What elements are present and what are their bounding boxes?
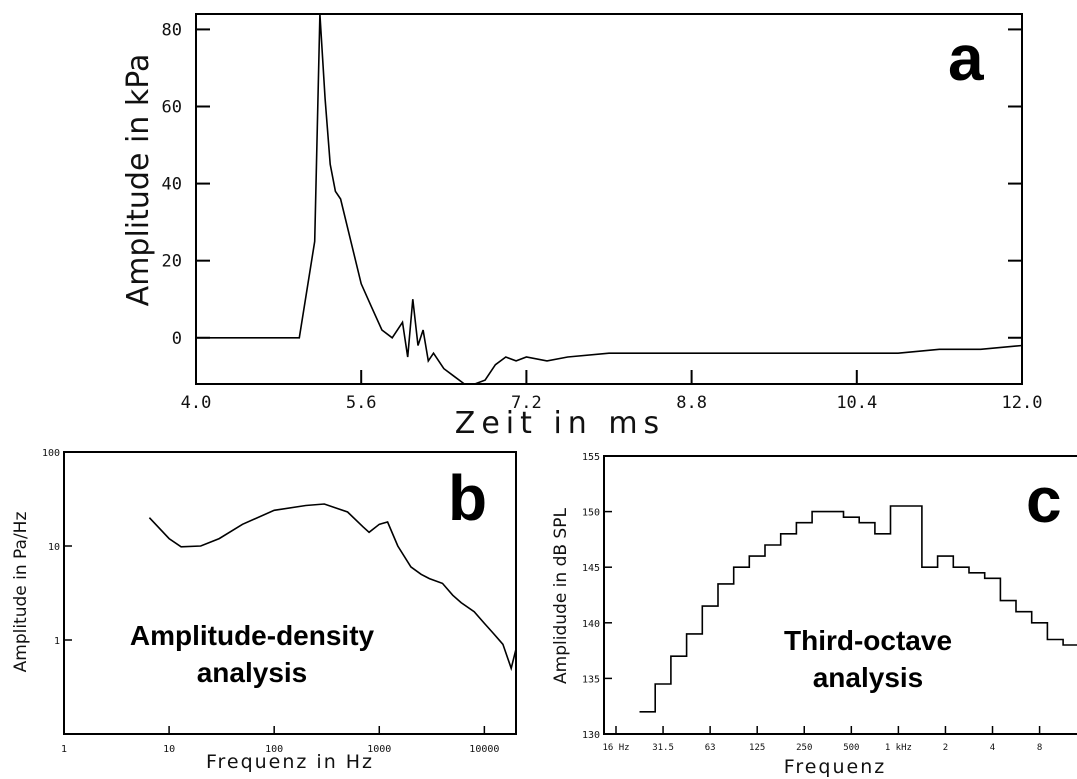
panel-c-xtick-label: 4 <box>990 743 995 753</box>
panel-c-annotation-line2: analysis <box>813 662 924 693</box>
panel-b-frame <box>63 451 517 735</box>
panel-b-xtick-label: 1 <box>61 744 67 755</box>
panel-a-ytick-label: 0 <box>172 329 182 349</box>
panel-c-x-axis-label: Frequenz <box>784 756 886 778</box>
panel-c-xtick-label: 63 <box>705 743 716 753</box>
panel-a-xtick-label: 5.6 <box>346 393 377 413</box>
panel-a-xtick-label: 4.0 <box>181 393 212 413</box>
panel-c-y-ticks: 155 150 145 140 135 130 <box>582 452 612 741</box>
panel-b-ytick-label: 10 <box>48 542 60 553</box>
panel-a: 0 20 40 60 80 4.0 5.6 7.2 8.8 10.4 12.0 Zeit in m… <box>121 13 1043 441</box>
panel-c-xtick-label: 2 <box>943 743 948 753</box>
panel-a-xtick-label: 10.4 <box>836 393 877 413</box>
panel-c-ytick-label: 155 <box>582 452 600 463</box>
panel-a-series-line <box>196 13 1023 385</box>
panel-a-xtick-label: 12.0 <box>1002 393 1043 413</box>
panel-b-y-axis-label: Amplitude in Pa/Hz <box>11 512 31 673</box>
panel-b-xtick-label: 1000 <box>367 744 391 755</box>
panel-a-xtick-label: 8.8 <box>676 393 707 413</box>
panel-c: 155 150 145 140 135 130 16 Hz 31.5 63 125 250 500 1… <box>551 452 1077 778</box>
panel-c-series-steps <box>639 505 1077 713</box>
panel-a-letter: a <box>948 22 984 94</box>
panel-c-ytick-label: 140 <box>582 619 600 630</box>
panel-c-xtick-label: 8 <box>1037 743 1042 753</box>
panel-c-frame <box>603 455 1077 735</box>
panel-c-ytick-label: 150 <box>582 508 600 519</box>
panel-b-xtick-label: 10000 <box>469 744 499 755</box>
panel-a-ytick-label: 20 <box>162 252 182 272</box>
panel-b-x-ticks: 1 10 100 1000 10000 <box>61 726 499 755</box>
panel-a-ytick-label: 80 <box>162 20 182 40</box>
panel-b-xtick-label: 100 <box>265 744 283 755</box>
panel-b: 100 10 1 1 10 100 1000 10000 Frequenz in Hz Am… <box>11 448 517 773</box>
panel-a-x-ticks: 4.0 5.6 7.2 8.8 10.4 12.0 <box>181 370 1043 413</box>
panel-b-series-line <box>148 503 517 672</box>
panel-a-ytick-label: 40 <box>162 175 182 195</box>
panel-b-xtick-label: 10 <box>163 744 175 755</box>
panel-c-xtick-label: 250 <box>796 743 812 753</box>
panel-c-xtick-label: 16 Hz <box>602 743 629 753</box>
panel-c-annotation-line1: Third-octave <box>784 625 952 656</box>
panel-b-ytick-label: 1 <box>54 636 60 647</box>
panel-a-ytick-label: 60 <box>162 98 182 118</box>
panel-c-xtick-label: 1 kHz <box>885 743 912 753</box>
panel-c-ytick-label: 145 <box>582 563 600 574</box>
panel-a-y-axis-label: Amplitude in kPa <box>121 54 156 307</box>
panel-c-ytick-label: 135 <box>582 674 600 685</box>
panel-a-frame <box>195 13 1023 385</box>
panel-c-xtick-label: 125 <box>749 743 765 753</box>
panel-c-letter: c <box>1026 464 1062 536</box>
panel-b-letter: b <box>448 462 487 534</box>
panel-a-xtick-label: 7.2 <box>511 393 542 413</box>
panel-a-y-ticks: 0 20 40 60 80 <box>162 20 1022 349</box>
panel-b-ytick-label: 100 <box>42 448 60 459</box>
panel-a-x-axis-label: Zeit in ms <box>455 406 665 441</box>
panel-c-xtick-label: 31.5 <box>652 743 674 753</box>
panel-b-y-ticks: 100 10 1 <box>42 448 72 647</box>
panel-b-x-axis-label: Frequenz in Hz <box>206 751 374 773</box>
panel-b-annotation-line1: Amplitude-density <box>130 620 375 651</box>
panel-c-ytick-label: 130 <box>582 730 600 741</box>
panel-b-annotation-line2: analysis <box>197 657 308 688</box>
panel-c-xtick-label: 500 <box>843 743 859 753</box>
panel-c-y-axis-label: Amplidude in dB SPL <box>551 508 571 684</box>
